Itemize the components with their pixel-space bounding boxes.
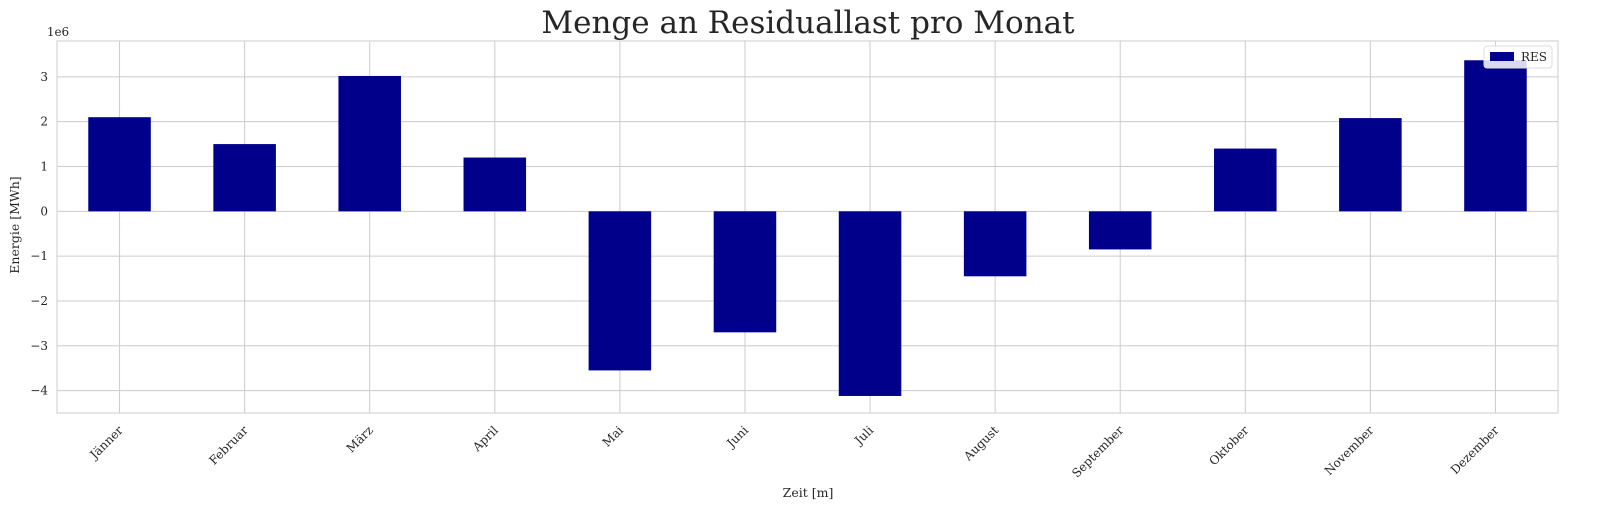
bar-september [1088, 211, 1152, 250]
plot-frame [56, 40, 1559, 414]
bar-juni [713, 211, 777, 333]
x-tick-label: Mai [600, 423, 626, 449]
x-tick-label: März [344, 423, 376, 455]
legend-box [1483, 45, 1553, 69]
y-tick-label: −2 [30, 294, 48, 308]
x-tick-label: September [1069, 423, 1126, 480]
x-tick-labels: Jänner Februar März April Mai Juni Juli August S… [86, 423, 1502, 480]
x-tick-label: Juni [723, 423, 751, 451]
bar-august [963, 211, 1027, 277]
legend-swatch [1490, 52, 1514, 61]
bar-november [1339, 118, 1402, 212]
bar-oktober [1214, 148, 1277, 212]
x-tick-label: Juli [851, 423, 877, 449]
x-tick-label: Jänner [86, 423, 126, 463]
legend: RES [1483, 45, 1553, 69]
bar-juli [838, 211, 902, 396]
y-tick-label: 3 [40, 70, 48, 84]
y-scale-label: 1e6 [47, 25, 69, 39]
y-tick-label: 2 [40, 115, 48, 129]
x-tick-label: April [469, 423, 501, 455]
y-tick-labels: −4 −3 −2 −1 0 1 2 3 [30, 70, 48, 398]
bar-april [463, 157, 527, 212]
y-tick-label: −4 [30, 384, 48, 398]
y-tick-label: 1 [40, 159, 48, 173]
bar-februar [213, 144, 276, 212]
x-tick-label: November [1322, 423, 1377, 478]
chart-title: Menge an Residuallast pro Monat [541, 5, 1075, 41]
y-axis-label: Energie [MWh] [7, 176, 22, 273]
bar-jänner [88, 117, 151, 212]
bar-mai [588, 211, 652, 371]
legend-label: RES [1521, 50, 1547, 64]
bars [88, 60, 1527, 396]
x-tick-label: Februar [206, 423, 251, 468]
bar-märz [338, 75, 401, 212]
bar-dezember [1464, 60, 1527, 212]
y-tick-label: 0 [40, 204, 48, 218]
x-tick-label: Oktober [1206, 423, 1251, 468]
y-tick-label: −3 [30, 339, 48, 353]
x-tick-label: Dezember [1448, 423, 1502, 477]
x-axis-label: Zeit [m] [783, 485, 834, 500]
y-tick-label: −1 [30, 249, 48, 263]
grid [57, 41, 1558, 413]
x-tick-label: August [960, 423, 1001, 464]
